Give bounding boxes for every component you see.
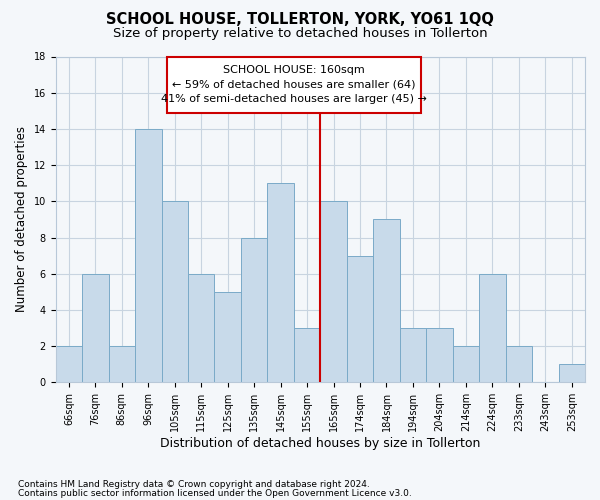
Bar	[506, 346, 532, 383]
Bar	[214, 292, 241, 382]
Text: Contains public sector information licensed under the Open Government Licence v3: Contains public sector information licen…	[18, 488, 412, 498]
Bar	[109, 346, 135, 383]
Bar	[167, 56, 421, 112]
Text: SCHOOL HOUSE, TOLLERTON, YORK, YO61 1QQ: SCHOOL HOUSE, TOLLERTON, YORK, YO61 1QQ	[106, 12, 494, 28]
Bar	[347, 256, 373, 382]
Text: SCHOOL HOUSE: 160sqm
← 59% of detached houses are smaller (64)
41% of semi-detac: SCHOOL HOUSE: 160sqm ← 59% of detached h…	[161, 65, 427, 104]
Bar	[426, 328, 452, 382]
X-axis label: Distribution of detached houses by size in Tollerton: Distribution of detached houses by size …	[160, 437, 481, 450]
Bar	[161, 202, 188, 382]
Y-axis label: Number of detached properties: Number of detached properties	[15, 126, 28, 312]
Bar	[400, 328, 426, 382]
Bar	[268, 183, 294, 382]
Bar	[452, 346, 479, 383]
Bar	[188, 274, 214, 382]
Text: Size of property relative to detached houses in Tollerton: Size of property relative to detached ho…	[113, 28, 487, 40]
Bar	[135, 129, 161, 382]
Bar	[241, 238, 268, 382]
Bar	[56, 346, 82, 383]
Bar	[479, 274, 506, 382]
Bar	[320, 202, 347, 382]
Bar	[82, 274, 109, 382]
Text: Contains HM Land Registry data © Crown copyright and database right 2024.: Contains HM Land Registry data © Crown c…	[18, 480, 370, 489]
Bar	[294, 328, 320, 382]
Bar	[559, 364, 585, 382]
Bar	[373, 220, 400, 382]
